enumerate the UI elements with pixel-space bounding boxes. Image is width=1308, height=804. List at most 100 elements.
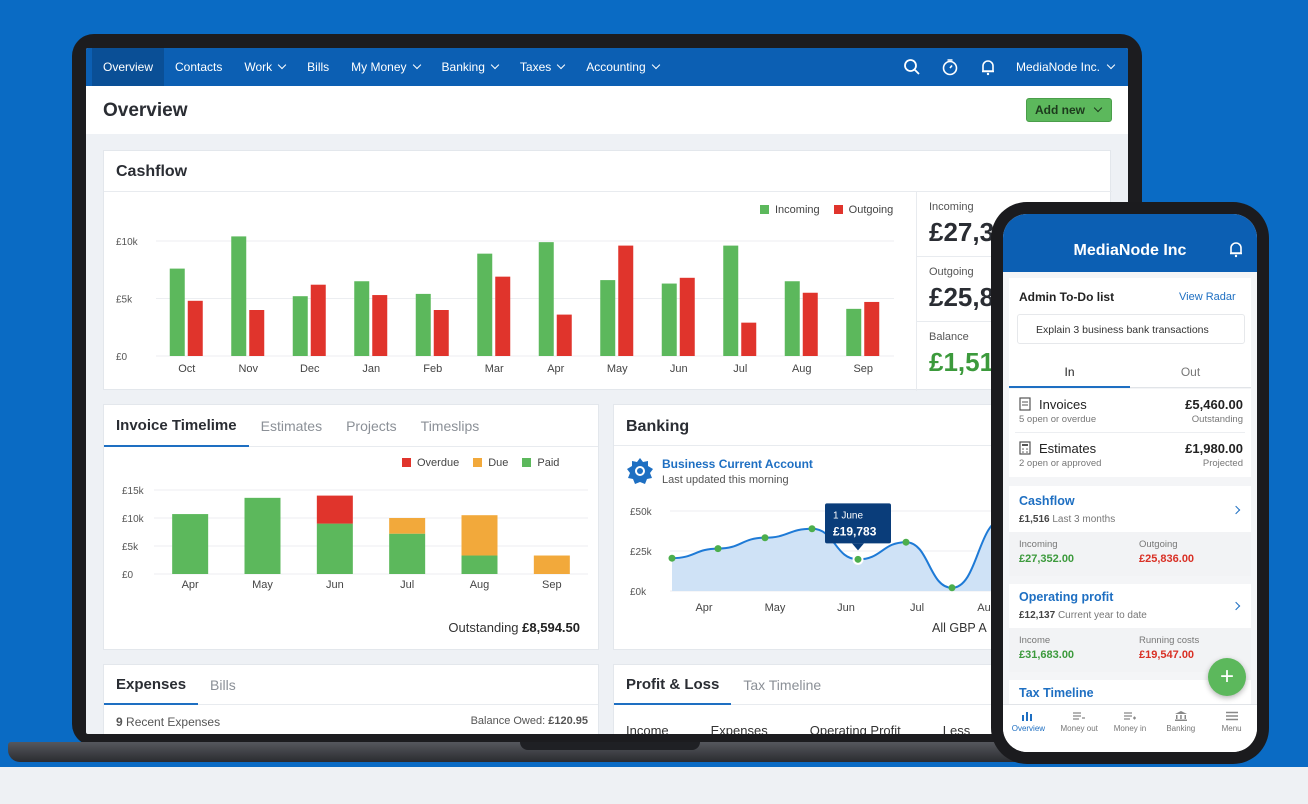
bar-outgoing xyxy=(679,277,695,356)
search-icon[interactable] xyxy=(902,57,922,77)
op-summary: £12,137 Current year to date xyxy=(1019,610,1147,621)
y-tick-label: £5k xyxy=(116,295,133,306)
chevron-down-icon xyxy=(412,60,421,70)
bar-outgoing xyxy=(187,300,203,356)
add-new-button[interactable]: Add new xyxy=(1026,98,1112,122)
tab-expenses[interactable]: Expenses xyxy=(104,665,199,705)
bell-icon[interactable] xyxy=(978,57,998,77)
legend-overdue: Overdue xyxy=(402,457,459,469)
bar-incoming xyxy=(415,293,431,356)
tab-timeslips[interactable]: Timeslips xyxy=(420,418,480,434)
x-tick-label: Oct xyxy=(178,363,195,375)
nav-item-accounting[interactable]: Accounting xyxy=(575,48,669,86)
op-title: Operating profit xyxy=(1019,590,1114,604)
pl-col-income: Income xyxy=(626,723,669,734)
bar-incoming xyxy=(477,253,493,356)
bar-overdue xyxy=(316,495,353,524)
nav-item-overview[interactable]: Overview xyxy=(92,48,165,86)
phone-operating-profit[interactable]: Operating profit £12,137 Current year to… xyxy=(1009,584,1251,672)
phone-incoming-value: £27,352.00 xyxy=(1019,553,1075,565)
phone-cashflow-period: Last 3 months xyxy=(1052,514,1116,525)
tab-in[interactable]: In xyxy=(1009,356,1130,388)
nav-label: Banking xyxy=(441,60,485,74)
area-fill xyxy=(672,519,1004,591)
phone-tab-money-out[interactable]: Money out xyxy=(1054,705,1105,752)
bar-outgoing xyxy=(372,295,388,356)
nav-item-work[interactable]: Work xyxy=(233,48,296,86)
legend-swatch xyxy=(402,458,411,467)
chevron-down-icon xyxy=(1093,103,1103,113)
nav-item-bills[interactable]: Bills xyxy=(296,48,340,86)
tab-projects[interactable]: Projects xyxy=(346,418,397,434)
x-tick-label: Jul xyxy=(910,602,924,614)
nav-label: Accounting xyxy=(586,60,646,74)
x-tick-label: Jul xyxy=(400,579,414,591)
cashflow-legend: Incoming Outgoing xyxy=(760,204,893,216)
estimates-label: Estimates xyxy=(1039,441,1097,456)
op-period: Current year to date xyxy=(1057,610,1147,621)
tab-invoice-timeline[interactable]: Invoice Timelime xyxy=(104,405,249,447)
tax-timeline-title: Tax Timeline xyxy=(1019,686,1094,700)
phone-tab-menu[interactable]: Menu xyxy=(1206,705,1257,752)
nav-item-contacts[interactable]: Contacts xyxy=(164,48,233,86)
tab-profit-loss[interactable]: Profit & Loss xyxy=(614,665,732,705)
nav-label: Work xyxy=(244,60,273,74)
tab-bills[interactable]: Bills xyxy=(210,677,236,693)
tab-estimates[interactable]: Estimates xyxy=(260,418,323,434)
y-tick-label: £0 xyxy=(122,570,134,581)
y-tick-label: £10k xyxy=(122,514,145,525)
running-costs-value: £19,547.00 xyxy=(1139,649,1195,661)
y-tick-label: £15k xyxy=(122,486,145,497)
phone-cashflow-title: Cashflow xyxy=(1019,494,1075,508)
bar-outgoing xyxy=(864,301,880,356)
cashflow-title: Cashflow xyxy=(116,163,188,180)
data-point xyxy=(852,553,864,565)
add-fab-button[interactable]: + xyxy=(1208,658,1246,696)
data-point xyxy=(668,554,676,562)
bank-badge-icon xyxy=(627,458,653,484)
y-tick-label: £50k xyxy=(630,507,653,518)
list-in-icon xyxy=(1123,712,1136,720)
summary-incoming: Incoming £27,3 xyxy=(917,192,1113,257)
nav-right: MediaNode Inc. xyxy=(902,48,1116,86)
x-tick-label: Jul xyxy=(733,363,747,375)
company-menu[interactable]: MediaNode Inc. xyxy=(1016,60,1116,74)
bank-account-name: Business Current Account xyxy=(662,457,813,471)
phone-tab-overview[interactable]: Overview xyxy=(1003,705,1054,752)
bar-due xyxy=(389,518,426,534)
tab-out[interactable]: Out xyxy=(1130,356,1251,388)
bar-outgoing xyxy=(433,310,449,356)
timer-icon[interactable] xyxy=(940,57,960,77)
phone-cashflow[interactable]: Cashflow £1,516 Last 3 months Incoming £… xyxy=(1009,486,1251,576)
banking-title: Banking xyxy=(626,418,690,435)
bar-outgoing xyxy=(741,322,757,356)
phone-cashflow-details: Incoming £27,352.00 Outgoing £25,836.00 xyxy=(1009,532,1251,576)
data-point xyxy=(761,534,769,542)
x-tick-label: May xyxy=(252,579,273,591)
legend-swatch xyxy=(760,205,769,214)
outstanding-label: Outstanding xyxy=(448,620,519,635)
recent-count: 9 xyxy=(116,715,123,729)
todo-item[interactable]: Explain 3 business bank transactions xyxy=(1017,314,1245,344)
data-point xyxy=(902,538,910,546)
nav-item-my-money[interactable]: My Money xyxy=(340,48,430,86)
phone-tab-money-in[interactable]: Money in xyxy=(1105,705,1156,752)
tooltip-value: £19,783 xyxy=(833,524,877,538)
bar-paid xyxy=(389,533,426,574)
tooltip-box xyxy=(825,503,891,544)
bank-account-text: Business Current Account Last updated th… xyxy=(662,457,813,486)
expenses-tabs: Expenses Bills xyxy=(104,665,598,705)
tab-tax-timeline[interactable]: Tax Timeline xyxy=(743,677,822,693)
bell-icon[interactable] xyxy=(1227,240,1245,258)
bank-account[interactable]: Business Current Account Last updated th… xyxy=(626,457,813,486)
legend-swatch xyxy=(522,458,532,467)
nav-item-taxes[interactable]: Taxes xyxy=(509,48,575,86)
view-radar-link[interactable]: View Radar xyxy=(1179,291,1236,303)
bar-outgoing xyxy=(618,245,634,356)
phone-screen: MediaNode Inc Admin To-Do list View Rada… xyxy=(1003,214,1257,752)
nav-label: Taxes xyxy=(519,60,552,74)
x-tick-label: Apr xyxy=(695,602,712,614)
nav-item-banking[interactable]: Banking xyxy=(431,48,509,86)
phone-tab-banking[interactable]: Banking xyxy=(1155,705,1206,752)
top-navbar: Overview Contacts Work Bills My Money Ba… xyxy=(86,48,1128,86)
